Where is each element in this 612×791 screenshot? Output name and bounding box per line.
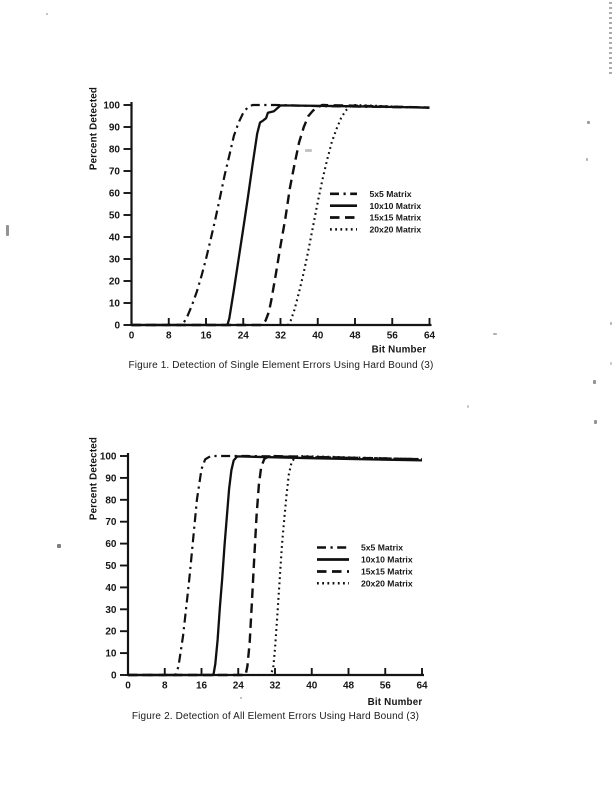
- x-tick-label: 16: [196, 681, 208, 692]
- x-tick-label: 56: [380, 681, 392, 692]
- y-tick-label: 50: [105, 561, 117, 572]
- scan-artifact-speck: [610, 322, 612, 325]
- y-tick-label: 100: [100, 452, 117, 463]
- scan-artifact-speck: [586, 158, 588, 161]
- x-tick-label: 32: [275, 331, 287, 342]
- y-tick-label: 10: [109, 299, 121, 310]
- x-tick-label: 40: [312, 331, 324, 342]
- figure-2-caption: Figure 2. Detection of All Element Error…: [131, 711, 420, 722]
- y-tick-label: 30: [105, 605, 117, 616]
- scan-artifact-speck: [593, 380, 596, 384]
- y-tick-label: 0: [114, 321, 120, 332]
- y-tick-label: 30: [109, 255, 121, 266]
- series-line-5x5-matrix: [128, 454, 423, 677]
- y-tick-label: 80: [105, 495, 117, 506]
- y-tick-label: 80: [109, 145, 121, 156]
- y-axis-title: Percent Detected: [89, 437, 100, 520]
- series-line-20x20-matrix: [131, 103, 430, 327]
- y-tick-label: 100: [103, 101, 120, 112]
- figure-1-chart: 0 10 20 30 40 50 60 70 80 90 100 0 8 16 24 32 40 48 56 64 Bi…: [89, 87, 436, 356]
- x-tick-label: 8: [166, 331, 172, 342]
- y-tick-label: 50: [109, 211, 121, 222]
- legend-label-10x10-matrix: 10x10 Matrix: [361, 555, 413, 565]
- scan-artifact-smudge: [6, 225, 9, 236]
- series-line-15x15-matrix: [131, 103, 430, 327]
- y-tick-label: 60: [109, 189, 121, 200]
- series-line-20x20-matrix: [128, 454, 423, 677]
- scan-artifact-right-edge: [609, 2, 612, 76]
- scan-artifact-speck: [467, 405, 469, 408]
- series-line-10x10-matrix: [131, 104, 430, 327]
- legend-label-20x20-matrix: 20x20 Matrix: [361, 579, 413, 589]
- scan-artifact-speck: [493, 333, 497, 335]
- x-tick-label: 48: [343, 681, 355, 692]
- x-tick-label: 56: [387, 331, 399, 342]
- figure-2-chart: 0 10 20 30 40 50 60 70 80 90 100 0 8 16 24 32 40 48 56 64 Bi…: [89, 437, 428, 708]
- legend-label-20x20-matrix: 20x20 Matrix: [370, 225, 422, 235]
- x-tick-label: 24: [233, 681, 245, 692]
- x-axis-title: Bit Number: [372, 345, 427, 356]
- series-line-15x15-matrix: [128, 454, 423, 677]
- scan-artifact-speck: [57, 544, 61, 548]
- scan-artifact-speck: [610, 362, 612, 365]
- scan-artifact-speck: [594, 420, 597, 424]
- figure-1-caption: Figure 1. Detection of Single Element Er…: [128, 360, 434, 371]
- x-tick-label: 48: [349, 331, 361, 342]
- y-tick-label: 40: [109, 233, 121, 244]
- scan-artifact-speck: [240, 697, 242, 699]
- scan-artifact-speck: [305, 149, 312, 152]
- y-tick-label: 60: [105, 539, 117, 550]
- y-tick-label: 90: [109, 123, 121, 134]
- x-tick-label: 40: [306, 681, 318, 692]
- y-tick-label: 20: [109, 277, 121, 288]
- y-tick-label: 20: [105, 627, 117, 638]
- series-line-5x5-matrix: [131, 103, 430, 327]
- legend-label-15x15-matrix: 15x15 Matrix: [370, 213, 422, 223]
- x-tick-label: 64: [424, 331, 436, 342]
- x-tick-label: 0: [125, 681, 131, 692]
- y-axis-title: Percent Detected: [89, 87, 100, 170]
- legend-label-15x15-matrix: 15x15 Matrix: [361, 567, 413, 577]
- legend-label-5x5-matrix: 5x5 Matrix: [361, 543, 403, 553]
- scan-artifact-speck: [587, 121, 590, 124]
- series-line-10x10-matrix: [128, 455, 423, 677]
- y-tick-label: 90: [105, 473, 117, 484]
- y-tick-label: 40: [105, 583, 117, 594]
- x-tick-label: 16: [200, 331, 212, 342]
- scan-artifact-speck: [46, 13, 48, 15]
- x-tick-label: 24: [238, 331, 250, 342]
- y-tick-label: 0: [111, 671, 117, 682]
- legend-label-5x5-matrix: 5x5 Matrix: [370, 189, 412, 199]
- y-tick-label: 10: [105, 649, 117, 660]
- y-tick-label: 70: [109, 167, 121, 178]
- x-axis-title: Bit Number: [368, 697, 423, 708]
- legend-label-10x10-matrix: 10x10 Matrix: [370, 201, 422, 211]
- x-tick-label: 64: [416, 681, 428, 692]
- x-tick-label: 32: [269, 681, 281, 692]
- y-tick-label: 70: [105, 517, 117, 528]
- x-tick-label: 0: [129, 331, 135, 342]
- x-tick-label: 8: [162, 681, 168, 692]
